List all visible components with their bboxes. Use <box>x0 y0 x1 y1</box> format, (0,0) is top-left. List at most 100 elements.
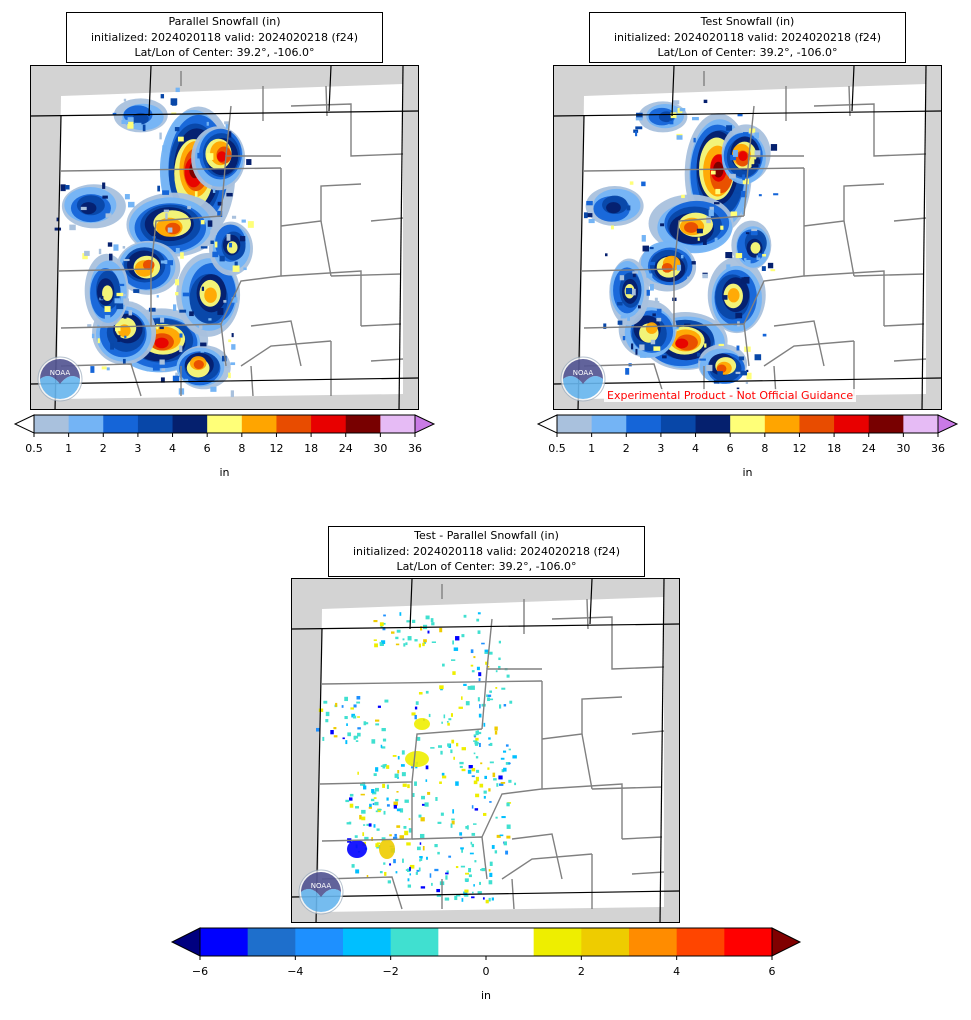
snow-speckle <box>117 335 121 342</box>
colorbar-test: 0.5 1 2 3 4 6 8 12 18 24 30 36 in <box>536 414 959 484</box>
diff-speckle <box>473 884 475 887</box>
diff-speckle <box>440 750 443 755</box>
snow-speckle <box>696 228 703 234</box>
snow-speckle <box>730 154 736 161</box>
snow-speckle <box>69 224 76 231</box>
diff-speckle <box>512 755 517 759</box>
diff-speckle <box>475 776 479 782</box>
snow-speckle <box>773 193 779 196</box>
snowfall-field <box>583 99 779 393</box>
snow-speckle <box>687 276 690 279</box>
diff-speckle <box>439 685 444 690</box>
colorbar-unit-label: in <box>480 989 492 1002</box>
diff-speckle <box>486 694 488 697</box>
snow-speckle <box>726 125 733 131</box>
diff-speckle <box>409 864 415 869</box>
snow-speckle <box>224 121 230 125</box>
colorbar-segment <box>343 928 392 956</box>
diff-speckle <box>470 841 473 845</box>
diff-speckle <box>414 781 417 786</box>
diff-speckle <box>411 766 414 769</box>
diff-speckle <box>394 773 399 778</box>
snow-speckle <box>732 149 738 157</box>
diff-speckle <box>448 718 452 721</box>
snow-speckle <box>704 343 707 348</box>
diff-speckle <box>495 816 498 819</box>
colorbar-tick-label: 30 <box>373 442 388 455</box>
diff-speckle <box>434 868 439 872</box>
diff-speckle <box>502 750 507 753</box>
snow-speckle <box>184 378 189 382</box>
county-line <box>813 103 927 157</box>
diff-speckle <box>333 727 337 730</box>
diff-speckle <box>468 764 473 769</box>
diff-speckle <box>435 797 438 801</box>
state-boundaries <box>554 66 941 409</box>
snow-speckle <box>110 343 114 350</box>
snow-speckle <box>160 260 167 264</box>
diff-speckle <box>353 735 359 739</box>
snow-speckle <box>743 276 750 284</box>
colorbar-segment <box>345 415 381 433</box>
diff-speckle <box>505 744 509 747</box>
colorbar-segment <box>295 928 344 956</box>
colorbar-tick-label: 8 <box>761 442 769 455</box>
county-line <box>280 183 362 227</box>
panel-title-test: Test Snowfall (in) initialized: 20240201… <box>589 12 906 63</box>
diff-speckle <box>489 742 493 746</box>
diff-speckle <box>484 649 489 654</box>
diff-speckle <box>445 872 449 875</box>
diff-speckle <box>411 712 416 716</box>
snow-speckle <box>159 132 162 140</box>
snow-speckle <box>200 246 208 249</box>
diff-speckle <box>407 884 412 888</box>
snow-speckle <box>112 112 117 116</box>
diff-speckle <box>368 823 372 827</box>
diff-speckle <box>474 808 479 811</box>
snow-speckle <box>649 247 654 250</box>
diff-speckle <box>381 727 386 732</box>
diff-speckle <box>508 762 511 765</box>
snow-speckle <box>734 191 739 194</box>
county-line <box>320 220 332 277</box>
diff-speckle <box>485 899 489 904</box>
colorbar-tick-label: 2 <box>99 442 107 455</box>
snow-speckle <box>217 201 223 206</box>
diff-speckle <box>393 836 398 840</box>
diff-speckle <box>436 888 441 893</box>
diff-speckle <box>480 762 483 765</box>
snow-speckle <box>770 144 778 151</box>
diff-speckle <box>471 891 474 894</box>
diff-speckle <box>498 775 503 780</box>
colorbar-segment <box>533 928 582 956</box>
diff-speckle <box>478 672 482 677</box>
colorbar-tick-label: 8 <box>238 442 246 455</box>
snow-speckle <box>620 334 625 338</box>
snow-speckle <box>104 315 111 320</box>
colorbar-tick-label: 12 <box>792 442 807 455</box>
colorbar-graphic <box>170 927 802 960</box>
diff-speckle <box>503 767 507 772</box>
colorbar-unit-label: in <box>219 466 230 479</box>
colorbar-over-arrow <box>414 414 436 434</box>
diff-speckle <box>488 869 491 872</box>
diff-speckle <box>372 803 375 806</box>
snow-speckle <box>637 305 641 309</box>
diff-speckle <box>508 748 511 751</box>
diff-speckle <box>402 638 405 641</box>
diff-speckle <box>488 897 491 902</box>
snow-speckle <box>239 236 246 242</box>
noaa-logo: NOAA <box>37 356 83 402</box>
snow-speckle <box>767 262 774 269</box>
diff-speckle <box>434 844 438 848</box>
diff-speckle <box>374 719 380 722</box>
snow-speckle <box>625 287 633 295</box>
county-line <box>321 680 543 685</box>
colorbar-tick-label: 18 <box>304 442 319 455</box>
county-line <box>360 323 402 327</box>
diff-speckle <box>322 736 325 741</box>
diff-speckle <box>403 643 406 647</box>
diff-speckle <box>414 706 418 710</box>
diff-speckle <box>489 861 493 866</box>
snow-speckle <box>142 124 146 132</box>
